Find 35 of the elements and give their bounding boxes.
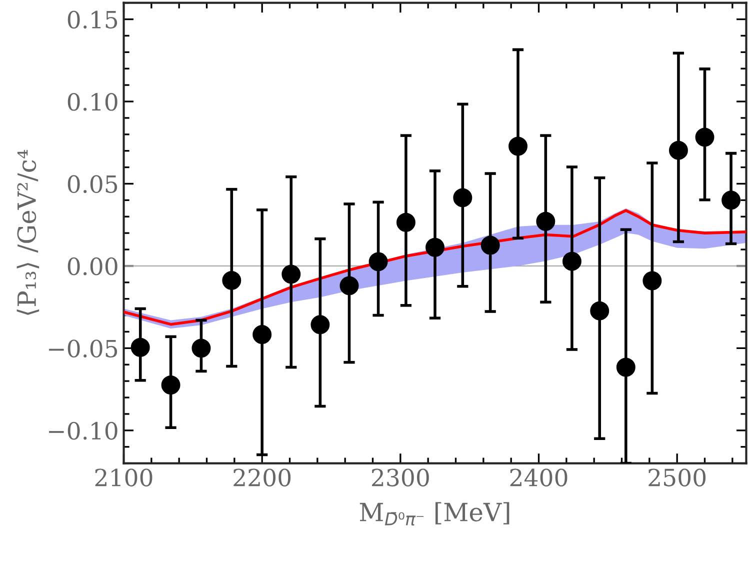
point [161, 376, 180, 395]
y-axis-title: ⟨P₁₃⟩ /GeV²/c⁴ [16, 150, 40, 315]
x-tick-label: 2300 [372, 468, 429, 486]
y-tick-label: 0.15 [68, 10, 118, 29]
point [310, 315, 330, 334]
point [368, 252, 388, 272]
x-tick-label: 2100 [95, 468, 152, 486]
x-axis-title: M$_{D̄⁰π⁻}$ [MeV] [360, 502, 510, 526]
point [695, 128, 714, 147]
x-tick-label: 2500 [648, 468, 706, 486]
point [222, 270, 242, 290]
point [616, 358, 636, 377]
point [562, 252, 582, 271]
point [130, 338, 150, 357]
y-tick-label: −0.10 [49, 422, 118, 440]
point [508, 136, 528, 156]
point [536, 212, 556, 231]
y-tick-label: 0.10 [68, 92, 118, 111]
y-tick-label: 0.05 [68, 175, 118, 194]
point [722, 190, 741, 210]
point [426, 238, 444, 257]
point [453, 188, 472, 208]
point [642, 271, 662, 290]
y-tick-label: 0.00 [68, 257, 118, 276]
point [396, 212, 416, 232]
point [282, 264, 301, 284]
point [668, 140, 688, 160]
point [192, 338, 211, 358]
point [590, 301, 610, 320]
x-tick-label: 2200 [234, 468, 291, 486]
point [340, 276, 359, 296]
point [480, 236, 500, 255]
x-tick-label: 2400 [510, 468, 568, 486]
y-tick-label: −0.05 [49, 340, 118, 358]
point [252, 325, 272, 344]
